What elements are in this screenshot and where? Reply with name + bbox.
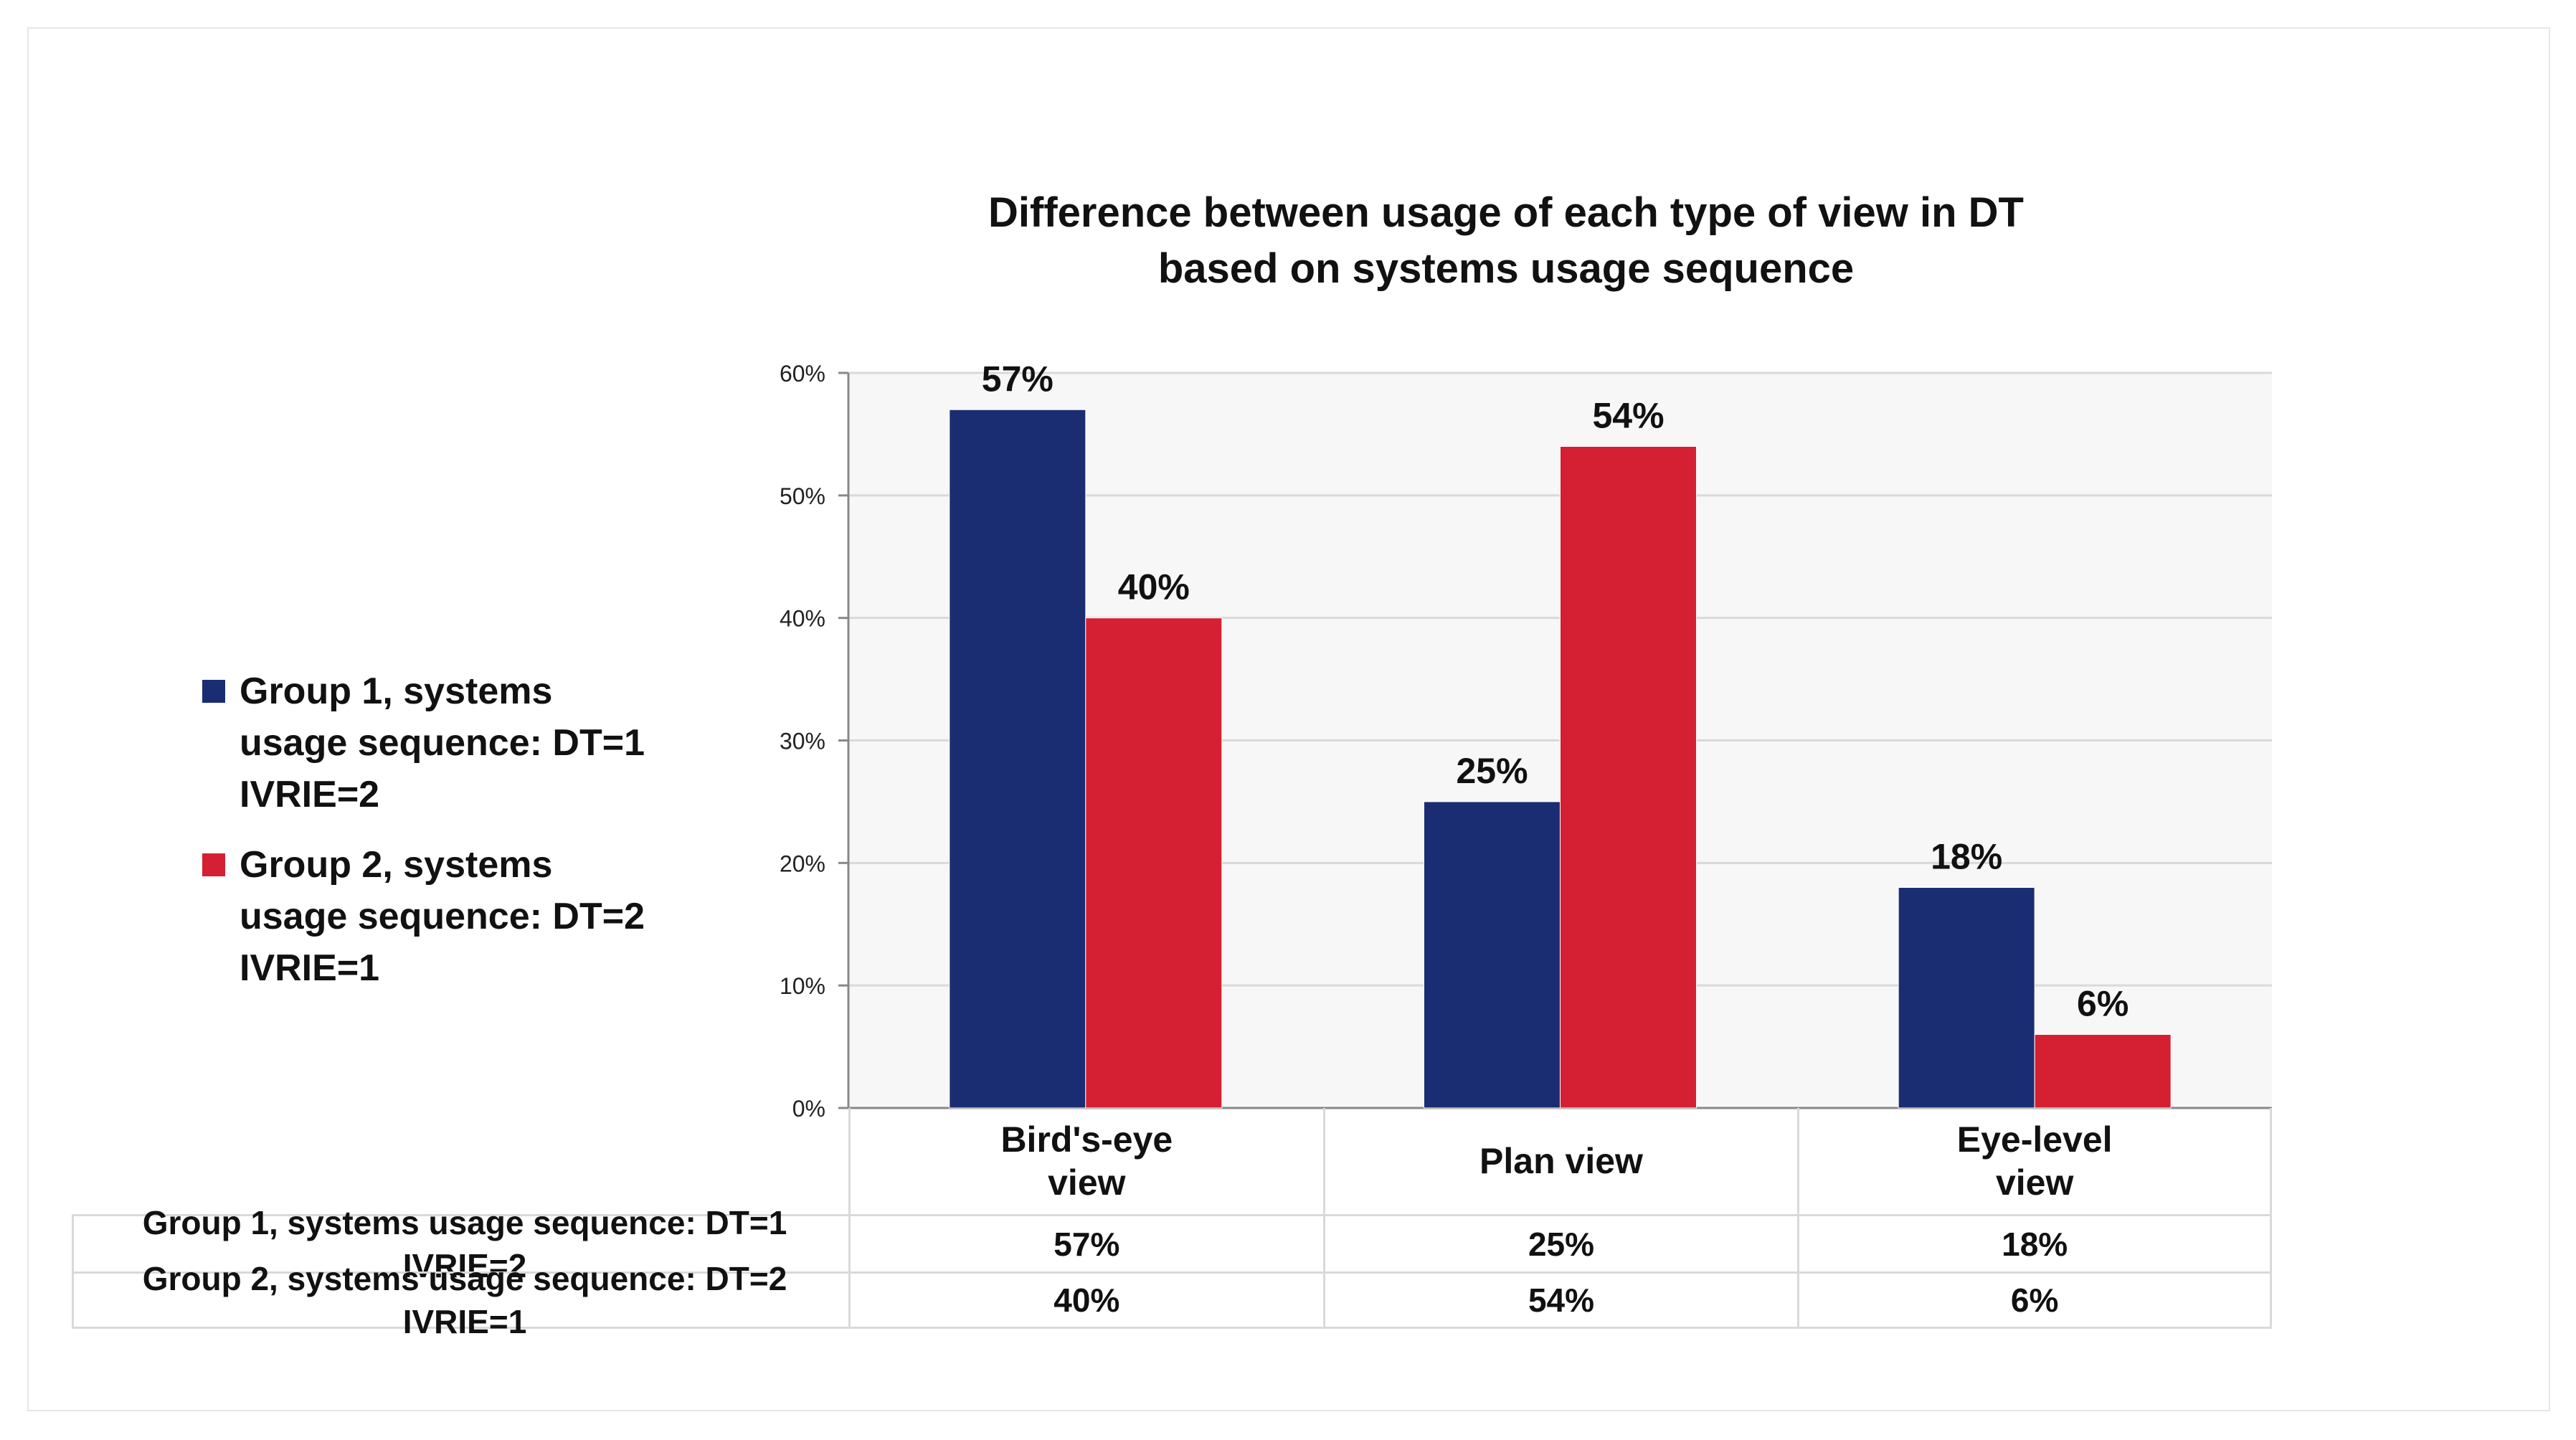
x-category-label-line: view [1048,1162,1126,1203]
legend-label-group-1-line-2: usage sequence: DT=1 [240,722,645,764]
table-cell: 57% [848,1214,1323,1271]
table-row-label-group-2: Group 2, systems usage sequence: DT=2 IV… [72,1260,848,1340]
table-row-label-group-1: Group 1, systems usage sequence: DT=1 IV… [72,1204,848,1284]
x-category-label-line: Bird's-eye [1000,1119,1173,1160]
y-tick-label: 40% [780,606,825,632]
data-label: 25% [1456,751,1528,791]
legend-label-group-2-line-1: Group 2, systems [240,844,553,886]
data-label: 6% [2077,984,2128,1024]
x-category-label-line: Plan view [1479,1141,1643,1181]
bar-series-2-1 [1560,446,1697,1109]
legend-label-group-1-line-3: IVRIE=2 [240,774,380,815]
table-cell: 18% [1797,1214,2272,1271]
data-label: 40% [1118,567,1190,607]
x-category-label-1: Plan view [1322,1108,1798,1214]
bar-series-1-2 [1898,887,2035,1109]
table-cell: 6% [1797,1271,2272,1329]
table-cell: 25% [1322,1214,1798,1271]
bar-series-1-0 [949,409,1086,1109]
y-tick-label: 10% [780,973,825,999]
data-label: 18% [1931,837,2002,877]
x-category-label-line: view [1995,1162,2074,1203]
chart-title-line-2: based on systems usage sequence [1157,245,1855,292]
data-label: 57% [982,359,1053,399]
y-tick-label: 0% [792,1096,825,1122]
x-category-label-2: Eye-level view [1797,1108,2272,1214]
legend-swatch-group-1 [202,680,225,703]
chart-title-line-1: Difference between usage of each type of… [988,189,2024,236]
y-tick-label: 30% [780,729,825,754]
x-category-label-line: Eye-level [1956,1119,2113,1160]
table-cell: 54% [1322,1271,1798,1329]
legend-item-group-1: Group 1, systems usage sequence: DT=1 IV… [202,665,707,820]
legend-label-group-1-line-1: Group 1, systems [240,671,553,712]
bar-series-2-2 [2034,1034,2172,1109]
y-tick-label: 50% [780,483,825,509]
table-cell: 40% [848,1271,1323,1329]
bar-series-2-0 [1085,617,1223,1109]
bar-series-1-1 [1424,801,1561,1109]
legend-swatch-group-2 [202,853,225,876]
data-label: 54% [1592,396,1664,436]
y-tick-label: 20% [780,851,825,876]
y-tick-label: 60% [780,361,825,387]
legend-label-group-2-line-3: IVRIE=1 [240,947,380,989]
legend-label-group-2-line-2: usage sequence: DT=2 [240,896,645,937]
x-category-label-0: Bird's-eye view [848,1108,1323,1214]
legend-item-group-2: Group 2, systems usage sequence: DT=2 IV… [202,839,707,994]
